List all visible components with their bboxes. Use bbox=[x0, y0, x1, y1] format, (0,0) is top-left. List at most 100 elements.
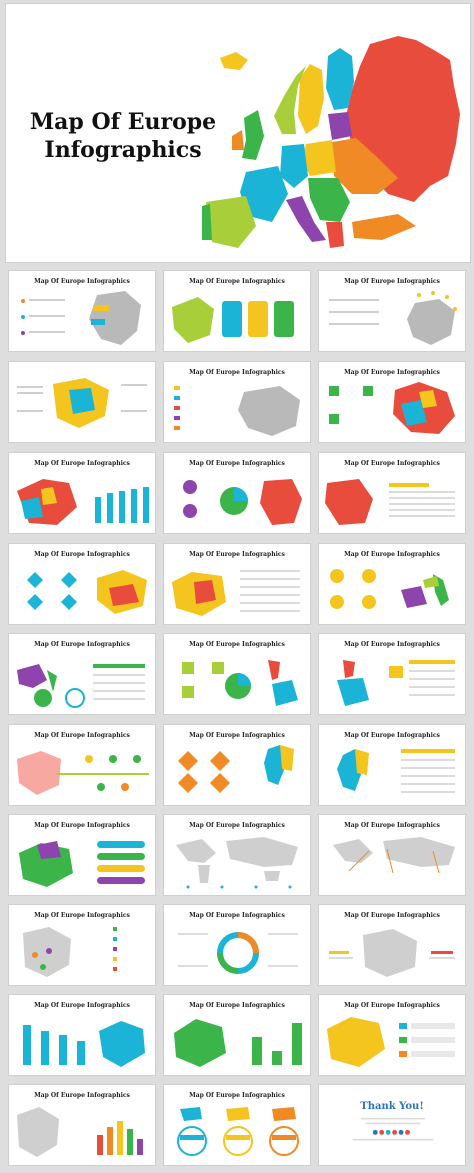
slide-art bbox=[23, 1021, 145, 1067]
slide-thumbnail-3[interactable]: Map Of Europe Infographics bbox=[318, 270, 466, 352]
slide-title: Map Of Europe Infographics bbox=[344, 551, 440, 558]
slide-art bbox=[17, 479, 149, 525]
slide-art bbox=[21, 291, 141, 345]
region-france bbox=[240, 166, 288, 222]
slide-thumbnail-4[interactable] bbox=[8, 361, 156, 443]
slide-thumbnail-6[interactable]: Map Of Europe Infographics bbox=[318, 361, 466, 443]
slide-thumbnail-29[interactable]: Map Of Europe Infographics bbox=[163, 1084, 311, 1166]
slide-title: Map Of Europe Infographics bbox=[34, 551, 130, 558]
slide-title: Map Of Europe Infographics bbox=[189, 551, 285, 558]
region-finland bbox=[326, 48, 354, 110]
slide-art bbox=[337, 660, 455, 706]
slide-art bbox=[325, 479, 455, 525]
region-poland bbox=[302, 140, 336, 176]
thank-you-heading: Thank You! bbox=[360, 1101, 424, 1112]
slide-thumbnail-2[interactable]: Map Of Europe Infographics bbox=[163, 270, 311, 352]
slide-thumbnail-8[interactable]: Map Of Europe Infographics bbox=[163, 452, 311, 534]
slide-thumbnail-12[interactable]: Map Of Europe Infographics bbox=[318, 543, 466, 625]
slide-art bbox=[172, 297, 294, 343]
slide-title: Map Of Europe Infographics bbox=[344, 641, 440, 648]
slide-art bbox=[17, 378, 147, 428]
slide-thumbnail-15[interactable]: Map Of Europe Infographics bbox=[318, 633, 466, 715]
slide-title: Map Of Europe Infographics bbox=[189, 732, 285, 739]
slide-title: Map Of Europe Infographics bbox=[189, 369, 285, 376]
region-turkey bbox=[352, 214, 416, 240]
slide-title: Map Of Europe Infographics bbox=[34, 912, 130, 919]
slide-thumbnail-17[interactable]: Map Of Europe Infographics bbox=[163, 724, 311, 806]
slide-title: Map Of Europe Infographics bbox=[189, 912, 285, 919]
slide-art bbox=[182, 660, 298, 706]
slide-thumbnail-16[interactable]: Map Of Europe Infographics bbox=[8, 724, 156, 806]
slide-art bbox=[174, 386, 300, 436]
slide-art bbox=[23, 927, 117, 977]
slide-art bbox=[183, 479, 302, 525]
slide-title: Map Of Europe Infographics bbox=[189, 1092, 285, 1099]
slide-thumbnail-25[interactable]: Map Of Europe Infographics bbox=[8, 994, 156, 1076]
slide-thumbnail-24[interactable]: Map Of Europe Infographics bbox=[318, 904, 466, 986]
slide-title: Map Of Europe Infographics bbox=[34, 1092, 130, 1099]
region-greece bbox=[326, 222, 344, 248]
slide-thumbnail-27[interactable]: Map Of Europe Infographics bbox=[318, 994, 466, 1076]
slide-thumbnail-13[interactable]: Map Of Europe Infographics bbox=[8, 633, 156, 715]
slide-thumbnail-28[interactable]: Map Of Europe Infographics bbox=[8, 1084, 156, 1166]
slide-art bbox=[329, 382, 455, 434]
slide-title: Map Of Europe Infographics bbox=[34, 460, 130, 467]
slide-art bbox=[329, 291, 457, 345]
slide-title: Map Of Europe Infographics bbox=[344, 369, 440, 376]
region-baltics bbox=[328, 112, 352, 140]
slide-title: Map Of Europe Infographics bbox=[34, 1002, 130, 1009]
region-germany bbox=[280, 144, 308, 188]
slide-art bbox=[178, 932, 298, 974]
europe-map bbox=[202, 36, 460, 248]
slide-thumbnail-21[interactable]: Map Of Europe Infographics bbox=[318, 814, 466, 896]
slide-title: Map Of Europe Infographics bbox=[189, 278, 285, 285]
region-uk bbox=[242, 110, 264, 160]
slide-title: Map Of Europe Infographics bbox=[344, 278, 440, 285]
slide-thumbnail-30[interactable]: Thank You! bbox=[318, 1084, 466, 1166]
slide-thumbnail-1[interactable]: Map Of Europe Infographics bbox=[8, 270, 156, 352]
slide-title: Map Of Europe Infographics bbox=[189, 460, 285, 467]
slide-thumbnail-11[interactable]: Map Of Europe Infographics bbox=[163, 543, 311, 625]
slide-art bbox=[337, 749, 455, 793]
slide-title: Map Of Europe Infographics bbox=[34, 822, 130, 829]
slide-title: Map Of Europe Infographics bbox=[344, 912, 440, 919]
region-norway bbox=[274, 66, 306, 134]
slide-title: Map Of Europe Infographics bbox=[344, 822, 440, 829]
slide-title: Map Of Europe Infographics bbox=[344, 460, 440, 467]
region-spain bbox=[206, 196, 256, 248]
region-balkans bbox=[308, 178, 350, 222]
region-iceland bbox=[220, 52, 248, 70]
slide-art bbox=[330, 569, 449, 609]
slide-thumbnail-7[interactable]: Map Of Europe Infographics bbox=[8, 452, 156, 534]
slide-art bbox=[17, 1107, 143, 1157]
slide-title: Map Of Europe Infographics bbox=[34, 732, 130, 739]
slide-art bbox=[27, 570, 147, 614]
slide-thumbnail-19[interactable]: Map Of Europe Infographics bbox=[8, 814, 156, 896]
region-ireland bbox=[232, 130, 244, 150]
slide-art bbox=[19, 841, 145, 887]
region-italy bbox=[286, 196, 326, 242]
slide-thumbnail-18[interactable]: Map Of Europe Infographics bbox=[318, 724, 466, 806]
region-portugal bbox=[202, 204, 212, 240]
slide-art bbox=[176, 837, 298, 889]
slide-title: Map Of Europe Infographics bbox=[34, 641, 130, 648]
slide-thumbnail-10[interactable]: Map Of Europe Infographics bbox=[8, 543, 156, 625]
slide-thumbnail-5[interactable]: Map Of Europe Infographics bbox=[163, 361, 311, 443]
slide-thumbnail-14[interactable]: Map Of Europe Infographics bbox=[163, 633, 311, 715]
slide-title: Map Of Europe Infographics bbox=[344, 1002, 440, 1009]
title-slide[interactable]: Map Of Europe Infographics bbox=[5, 3, 471, 263]
slide-title: Map Of Europe Infographics bbox=[344, 732, 440, 739]
slide-thumbnail-26[interactable]: Map Of Europe Infographics bbox=[163, 994, 311, 1076]
slide-art bbox=[329, 929, 455, 977]
slide-art bbox=[333, 837, 455, 874]
slide-thumbnail-20[interactable]: Map Of Europe Infographics bbox=[163, 814, 311, 896]
slide-thumbnail-22[interactable]: Map Of Europe Infographics bbox=[8, 904, 156, 986]
slide-art bbox=[177, 1107, 299, 1156]
slide-art bbox=[172, 570, 300, 616]
slide-thumbnail-9[interactable]: Map Of Europe Infographics bbox=[318, 452, 466, 534]
slide-title: Map Of Europe Infographics bbox=[34, 278, 130, 285]
slide-art bbox=[17, 751, 149, 795]
slide-title: Map Of Europe Infographics bbox=[189, 822, 285, 829]
slide-title: Map Of Europe Infographics bbox=[189, 1002, 285, 1009]
slide-thumbnail-23[interactable]: Map Of Europe Infographics bbox=[163, 904, 311, 986]
